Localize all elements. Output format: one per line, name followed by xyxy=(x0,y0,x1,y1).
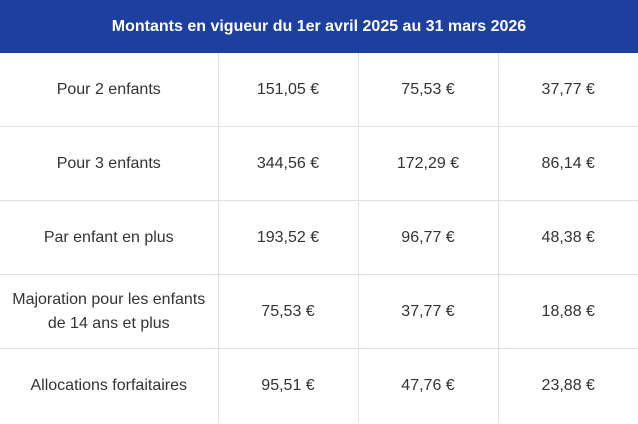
row-label: Allocations forfaitaires xyxy=(0,348,219,422)
amount-cell: 86,14 € xyxy=(498,126,638,201)
row-label: Pour 3 enfants xyxy=(0,126,219,201)
amount-cell: 18,88 € xyxy=(498,274,638,349)
table-row: Pour 2 enfants 151,05 €75,53 €37,77 € xyxy=(0,53,638,127)
amount-cell: 344,56 € xyxy=(218,126,359,201)
amount-cell: 75,53 € xyxy=(218,274,359,349)
amount-cell: 193,52 € xyxy=(218,200,359,275)
amount-cell: 37,77 € xyxy=(358,274,499,349)
amount-cell: 75,53 € xyxy=(358,53,499,127)
table: Pour 2 enfants 151,05 €75,53 €37,77 € Pour… xyxy=(0,53,638,422)
amount-cell: 95,51 € xyxy=(218,348,359,422)
amount-cell: 37,77 € xyxy=(498,53,638,127)
row-label: Majoration pour les enfants de 14 ans et… xyxy=(0,274,219,349)
table-header: Montants en vigueur du 1er avril 2025 au… xyxy=(0,0,638,53)
row-label: Pour 2 enfants xyxy=(0,53,219,127)
amount-cell: 48,38 € xyxy=(498,200,638,275)
header-title: Montants en vigueur du 1er avril 2025 au… xyxy=(111,17,527,35)
table-row: Pour 3 enfants 344,56 €172,29 €86,14 € xyxy=(0,126,638,201)
table-row: Par enfant en plus 193,52 €96,77 €48,38 € xyxy=(0,200,638,275)
table-row: Majoration pour les enfants de 14 ans et… xyxy=(0,274,638,349)
table-body: Pour 2 enfants 151,05 €75,53 €37,77 € Pour… xyxy=(0,53,638,422)
amount-cell: 172,29 € xyxy=(358,126,499,201)
amount-cell: 47,76 € xyxy=(358,348,499,422)
amount-cell: 151,05 € xyxy=(218,53,359,127)
amount-cell: 23,88 € xyxy=(541,376,595,394)
row-label: Par enfant en plus xyxy=(0,200,219,275)
amount-cell: 96,77 € xyxy=(358,200,499,275)
table-row: Allocations forfaitaires 95,51 €47,76 € 23… xyxy=(0,348,638,422)
